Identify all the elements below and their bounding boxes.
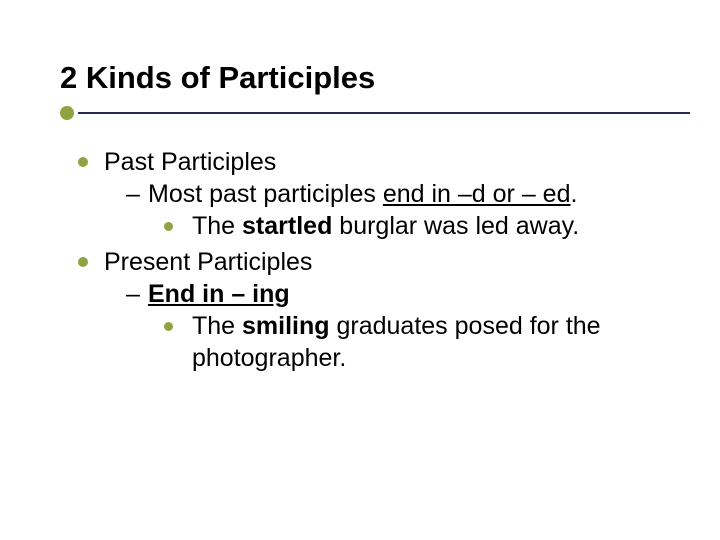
list-example: The smiling graduates posed for the phot… bbox=[60, 310, 670, 374]
bullet-icon bbox=[164, 322, 173, 331]
sub-underlined: end in –d or – ed bbox=[383, 180, 571, 208]
item-label: Present Participles bbox=[104, 248, 312, 276]
bullet-icon bbox=[78, 157, 88, 167]
list-item: Present Participles bbox=[60, 246, 670, 278]
slide-content: Past Participles – Most past participles… bbox=[60, 146, 670, 374]
ex-prefix: The bbox=[192, 212, 242, 240]
bullet-icon bbox=[78, 257, 88, 267]
ex-bold: startled bbox=[242, 212, 332, 240]
dash-icon: – bbox=[126, 178, 140, 210]
list-item: Past Participles bbox=[60, 146, 670, 178]
sub-prefix: Most past participles bbox=[148, 180, 383, 208]
ex-prefix: The bbox=[192, 312, 242, 340]
accent-dot-icon bbox=[60, 106, 74, 120]
slide-title: 2 Kinds of Participles bbox=[60, 60, 670, 96]
horizontal-rule bbox=[78, 112, 690, 114]
item-label: Past Participles bbox=[104, 148, 276, 176]
list-subitem: – Most past participles end in –d or – e… bbox=[60, 178, 670, 210]
sub-suffix: . bbox=[570, 180, 577, 208]
dash-icon: – bbox=[126, 278, 140, 310]
slide: 2 Kinds of Participles Past Participles … bbox=[0, 0, 720, 540]
bullet-icon bbox=[164, 222, 173, 231]
ex-bold: smiling bbox=[242, 312, 330, 340]
sub-underlined: End in – ing bbox=[148, 280, 290, 308]
ex-suffix: burglar was led away. bbox=[332, 212, 579, 240]
list-example: The startled burglar was led away. bbox=[60, 210, 670, 242]
list-subitem: – End in – ing bbox=[60, 278, 670, 310]
title-underline bbox=[60, 106, 670, 122]
